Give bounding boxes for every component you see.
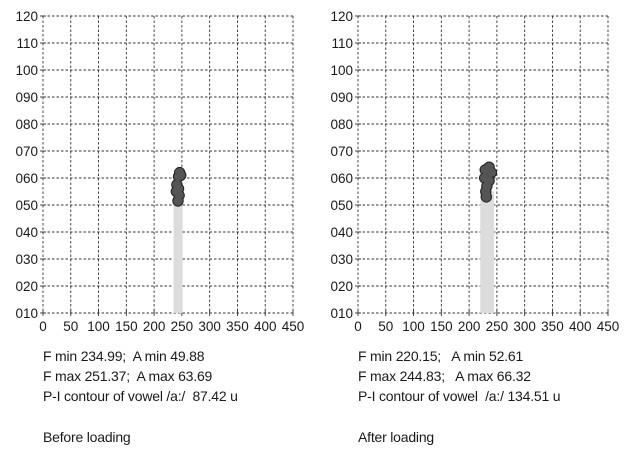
contour-point-fill — [176, 171, 186, 180]
contour-blob — [478, 161, 498, 203]
x-tick-label: 100 — [402, 319, 425, 334]
stats-line-3: P-I contour of vowel /a:/ 87.42 u — [43, 388, 238, 404]
x-tick-label: 50 — [63, 319, 78, 334]
y-tick-label: 070 — [15, 144, 38, 159]
stats-line-3: P-I contour of vowel /a:/ 134.51 u — [358, 388, 561, 404]
y-tick-label: 090 — [15, 90, 38, 105]
y-tick-label: 030 — [330, 252, 353, 267]
y-tick-label: 020 — [15, 279, 38, 294]
y-tick-label: 010 — [330, 306, 353, 321]
y-tick-label: 120 — [330, 9, 353, 24]
y-tick-label: 080 — [330, 117, 353, 132]
x-tick-label: 50 — [378, 319, 393, 334]
x-tick-label: 450 — [597, 319, 620, 334]
x-tick-label: 0 — [354, 319, 362, 334]
y-tick-label: 040 — [330, 225, 353, 240]
grid — [40, 15, 294, 316]
chart-plot: 0 50 100 150 200 250 300 350 400 4500100200300400… — [330, 9, 620, 334]
f-range-bar — [480, 191, 495, 313]
contour-point-fill — [173, 196, 183, 206]
x-tick-label: 350 — [541, 319, 564, 334]
y-tick-label: 010 — [15, 306, 38, 321]
y-tick-label: 070 — [330, 144, 353, 159]
chart-plot: 0 50 100 150 200 250 300 350 400 4500100200300400… — [15, 9, 305, 334]
x-tick-label: 0 — [39, 319, 47, 334]
x-tick-label: 150 — [115, 319, 138, 334]
stats-line-1: F min 220.15; A min 52.61 — [358, 348, 524, 364]
y-tick-label: 060 — [330, 171, 353, 186]
f-range-bar — [173, 202, 183, 313]
x-tick-label: 350 — [226, 319, 249, 334]
y-tick-label: 110 — [16, 36, 38, 51]
contour-blob — [170, 166, 187, 207]
chart-caption: After loading — [358, 429, 435, 445]
y-tick-label: 060 — [15, 171, 38, 186]
x-tick-label: 150 — [430, 319, 453, 334]
stats-line-2: F max 251.37; A max 63.69 — [43, 368, 213, 384]
y-tick-label: 030 — [15, 252, 38, 267]
chart-caption: Before loading — [43, 429, 131, 445]
x-tick-label: 450 — [282, 319, 305, 334]
grid — [355, 15, 609, 316]
x-tick-label: 250 — [171, 319, 194, 334]
y-tick-label: 120 — [15, 9, 38, 24]
y-tick-label: 100 — [15, 63, 38, 78]
x-tick-label: 200 — [458, 319, 481, 334]
x-tick-label: 250 — [486, 319, 509, 334]
y-tick-label: 040 — [15, 225, 38, 240]
contour-point-fill — [487, 168, 496, 177]
y-tick-label: 100 — [330, 63, 353, 78]
y-tick-label: 020 — [330, 279, 353, 294]
x-tick-label: 300 — [198, 319, 221, 334]
x-tick-label: 300 — [513, 319, 536, 334]
y-tick-label: 110 — [331, 36, 353, 51]
x-tick-label: 400 — [254, 319, 277, 334]
y-tick-label: 090 — [330, 90, 353, 105]
x-tick-label: 200 — [143, 319, 166, 334]
chart-panel-before: 0 50 100 150 200 250 300 350 400 450 010 020 030 040 0… — [0, 0, 310, 450]
y-tick-label: 050 — [15, 198, 38, 213]
stats-block: F min 220.15; A min 52.61 F max 244.83; … — [358, 346, 561, 406]
contour-point-fill — [482, 192, 491, 202]
y-tick-label: 080 — [15, 117, 38, 132]
chart-panel-after: 0 50 100 150 200 250 300 350 400 450 010 020 030 040 0… — [315, 0, 625, 450]
stats-line-1: F min 234.99; A min 49.88 — [43, 348, 205, 364]
stats-block: F min 234.99; A min 49.88 F max 251.37; … — [43, 346, 238, 406]
x-tick-label: 400 — [569, 319, 592, 334]
x-tick-label: 100 — [87, 319, 110, 334]
y-tick-label: 050 — [330, 198, 353, 213]
stats-line-2: F max 244.83; A max 66.32 — [358, 368, 531, 384]
